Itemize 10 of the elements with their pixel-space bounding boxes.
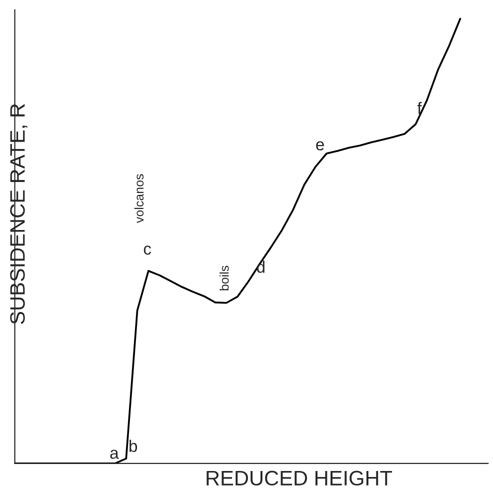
annotation: d	[256, 260, 264, 273]
x-axis-title: REDUCED HEIGHT	[206, 470, 392, 486]
annotation: f	[417, 102, 422, 114]
annotation: c	[144, 246, 152, 255]
annotation: a	[110, 450, 119, 459]
annotation: b	[130, 440, 138, 452]
annotation: boils	[220, 266, 229, 290]
annotation: e	[316, 141, 324, 150]
y-axis-title: SUBSIDENCE RATE, R	[10, 104, 28, 324]
annotation: volcanos	[134, 174, 144, 223]
